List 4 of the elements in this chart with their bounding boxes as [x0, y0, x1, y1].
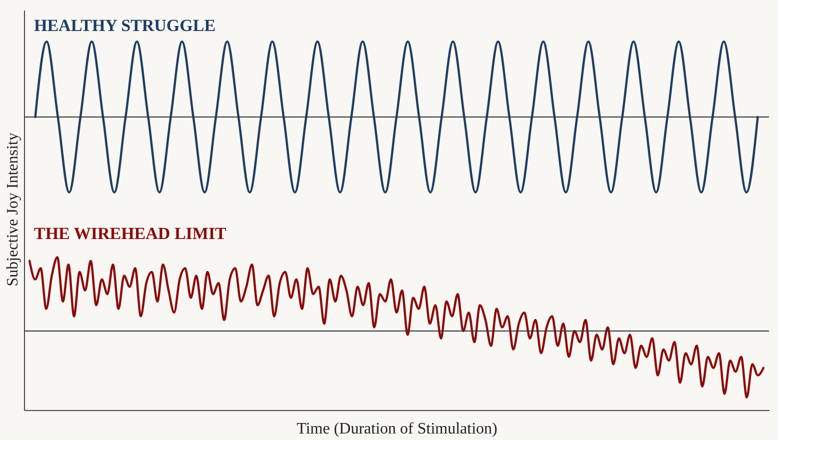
- chart-title: THE WIREHEAD LIMIT: [34, 224, 228, 243]
- x-axis-title: Time (Duration of Stimulation): [296, 420, 498, 438]
- y-axis-title: Subjective Joy Intensity: [4, 132, 22, 286]
- chart-title: HEALTHY STRUGGLE: [34, 16, 216, 35]
